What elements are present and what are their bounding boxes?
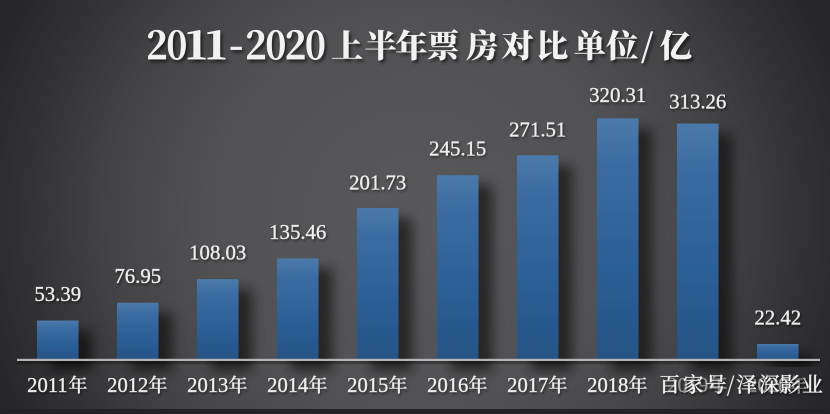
svg-text:108.03: 108.03 [189,241,246,264]
svg-text:320.31: 320.31 [589,84,646,107]
svg-text:2012: 2012 [107,375,148,397]
svg-text:2014: 2014 [267,375,308,397]
svg-text:2018: 2018 [587,375,628,397]
svg-text:2016: 2016 [427,375,468,397]
svg-text:2011: 2011 [27,375,67,397]
svg-text:2017: 2017 [507,375,548,397]
svg-text:245.15: 245.15 [429,138,486,161]
svg-text:22.42: 22.42 [754,307,801,330]
svg-text:271.51: 271.51 [509,118,566,141]
svg-text:2015: 2015 [347,375,388,397]
svg-text:2013: 2013 [187,375,228,397]
svg-text:313.26: 313.26 [669,90,726,113]
svg-text:76.95: 76.95 [114,265,161,288]
svg-text:53.39: 53.39 [34,283,81,306]
svg-text:135.46: 135.46 [269,221,326,244]
svg-text:201.73: 201.73 [349,172,406,195]
